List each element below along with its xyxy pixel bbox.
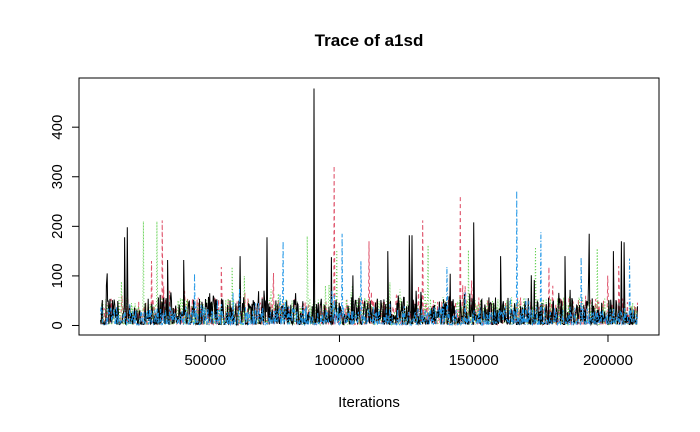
y-tick-label: 200 [49, 214, 66, 239]
y-tick-label: 100 [49, 263, 66, 288]
x-axis: 50000 100000 150000 200000 [184, 334, 633, 369]
trace-series-2 [100, 165, 638, 327]
y-axis: 0 100 200 300 400 [49, 115, 80, 330]
chart-title: Trace of a1sd [315, 31, 424, 50]
x-tick-label: 100000 [314, 352, 364, 369]
trace-series-4 [100, 190, 638, 327]
x-axis-label: Iterations [338, 394, 400, 411]
x-tick-label: 200000 [583, 352, 633, 369]
trace-series-1 [100, 88, 638, 327]
y-tick-label: 400 [49, 115, 66, 140]
x-tick-label: 150000 [449, 352, 499, 369]
y-tick-label: 0 [49, 321, 66, 329]
y-tick-label: 300 [49, 164, 66, 189]
x-tick-label: 50000 [184, 352, 226, 369]
trace-lines [100, 88, 638, 327]
